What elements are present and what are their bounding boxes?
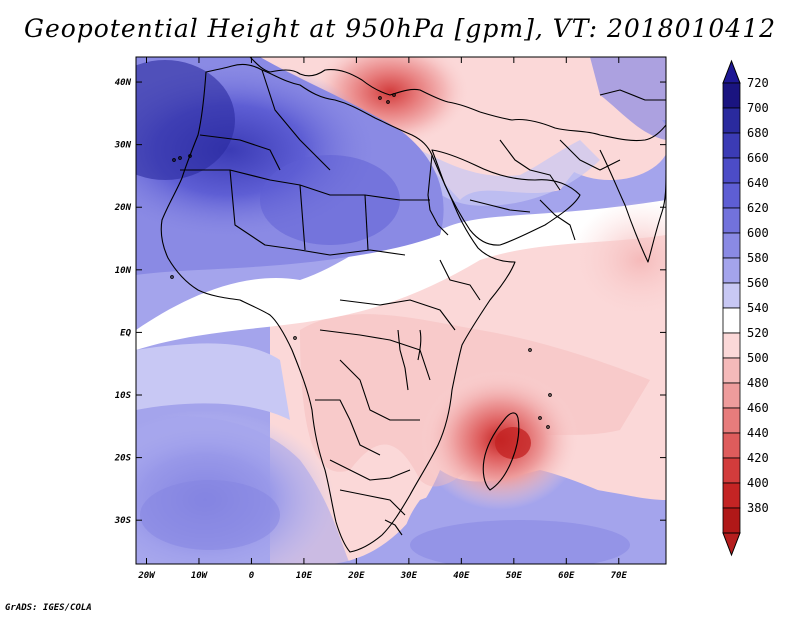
colorbar-swatch — [722, 132, 741, 159]
colorbar-label: 540 — [747, 301, 769, 315]
colorbar-label: 580 — [747, 251, 769, 265]
colorbar-label: 700 — [747, 101, 769, 115]
lon-label: 0 — [249, 571, 255, 581]
colorbar-swatch — [722, 207, 741, 234]
lon-label: 20W — [137, 571, 156, 581]
lon-label: 10W — [191, 571, 209, 581]
colorbar-swatch — [722, 457, 741, 484]
colorbar-label: 400 — [747, 476, 769, 490]
colorbar-top-arrow — [722, 59, 741, 84]
colorbar-swatch — [722, 332, 741, 359]
colorbar-label: 420 — [747, 451, 769, 465]
lon-label: 10E — [296, 571, 313, 581]
colorbar-label: 440 — [747, 426, 769, 440]
lat-label: EQ — [120, 328, 131, 338]
geopotential-field — [136, 57, 666, 564]
colorbar-swatch — [722, 307, 741, 334]
lon-label: 60E — [558, 571, 575, 581]
colorbar-swatch — [722, 182, 741, 209]
colorbar-label: 660 — [747, 151, 769, 165]
lat-label: 20N — [114, 203, 132, 213]
colorbar-swatch — [722, 107, 741, 134]
lon-label: 20E — [347, 571, 365, 581]
colorbar-swatch — [722, 407, 741, 434]
colorbar-swatch — [722, 507, 741, 534]
colorbar-label: 680 — [747, 126, 769, 140]
colorbar-swatch — [722, 432, 741, 459]
lat-label: 30N — [114, 141, 132, 151]
colorbar-swatch — [722, 157, 741, 184]
lat-label: 10N — [115, 266, 132, 276]
colorbar-swatch — [722, 257, 741, 284]
lon-label: 30E — [400, 571, 418, 581]
colorbar-swatch — [722, 382, 741, 409]
map-axes: 40N 30N 20N 10N EQ 10S 20S 30S 20W 10W 0 10E 20E 30E 4… — [114, 57, 666, 581]
colorbar-label: 380 — [747, 501, 769, 515]
colorbar-label: 520 — [747, 326, 769, 340]
map-figure: 40N 30N 20N 10N EQ 10S 20S 30S 20W 10W 0 10E 20E 30E 4… — [114, 56, 769, 581]
lat-label: 30S — [114, 516, 132, 526]
lon-label: 40E — [453, 571, 470, 581]
colorbar-label: 600 — [747, 226, 769, 240]
colorbar-swatch — [722, 232, 741, 259]
colorbar-label: 460 — [747, 401, 769, 415]
colorbar-bottom-arrow — [722, 532, 741, 557]
colorbar: 720 700 680 660 640 620 600 580 560 540 520 500 480 4… — [722, 59, 769, 557]
colorbar-label: 720 — [747, 76, 769, 90]
grads-credit: GrADS: IGES/COLA — [5, 603, 92, 613]
colorbar-swatch — [722, 282, 741, 309]
lon-label: 50E — [506, 571, 523, 581]
colorbar-swatch — [722, 82, 741, 109]
plot-frame — [135, 56, 667, 565]
coastlines-and-borders — [160, 57, 666, 553]
colorbar-label: 560 — [747, 276, 769, 290]
colorbar-label: 620 — [747, 201, 769, 215]
lat-label: 10S — [115, 391, 132, 401]
lon-label: 70E — [611, 571, 628, 581]
colorbar-swatch — [722, 482, 741, 509]
colorbar-label: 480 — [747, 376, 769, 390]
lat-label: 20S — [114, 454, 132, 464]
lat-label: 40N — [115, 78, 132, 88]
colorbar-label: 500 — [747, 351, 769, 365]
colorbar-swatch — [722, 357, 741, 384]
colorbar-label: 640 — [747, 176, 769, 190]
map-title: Geopotential Height at 950hPa [gpm], VT:… — [23, 14, 777, 43]
